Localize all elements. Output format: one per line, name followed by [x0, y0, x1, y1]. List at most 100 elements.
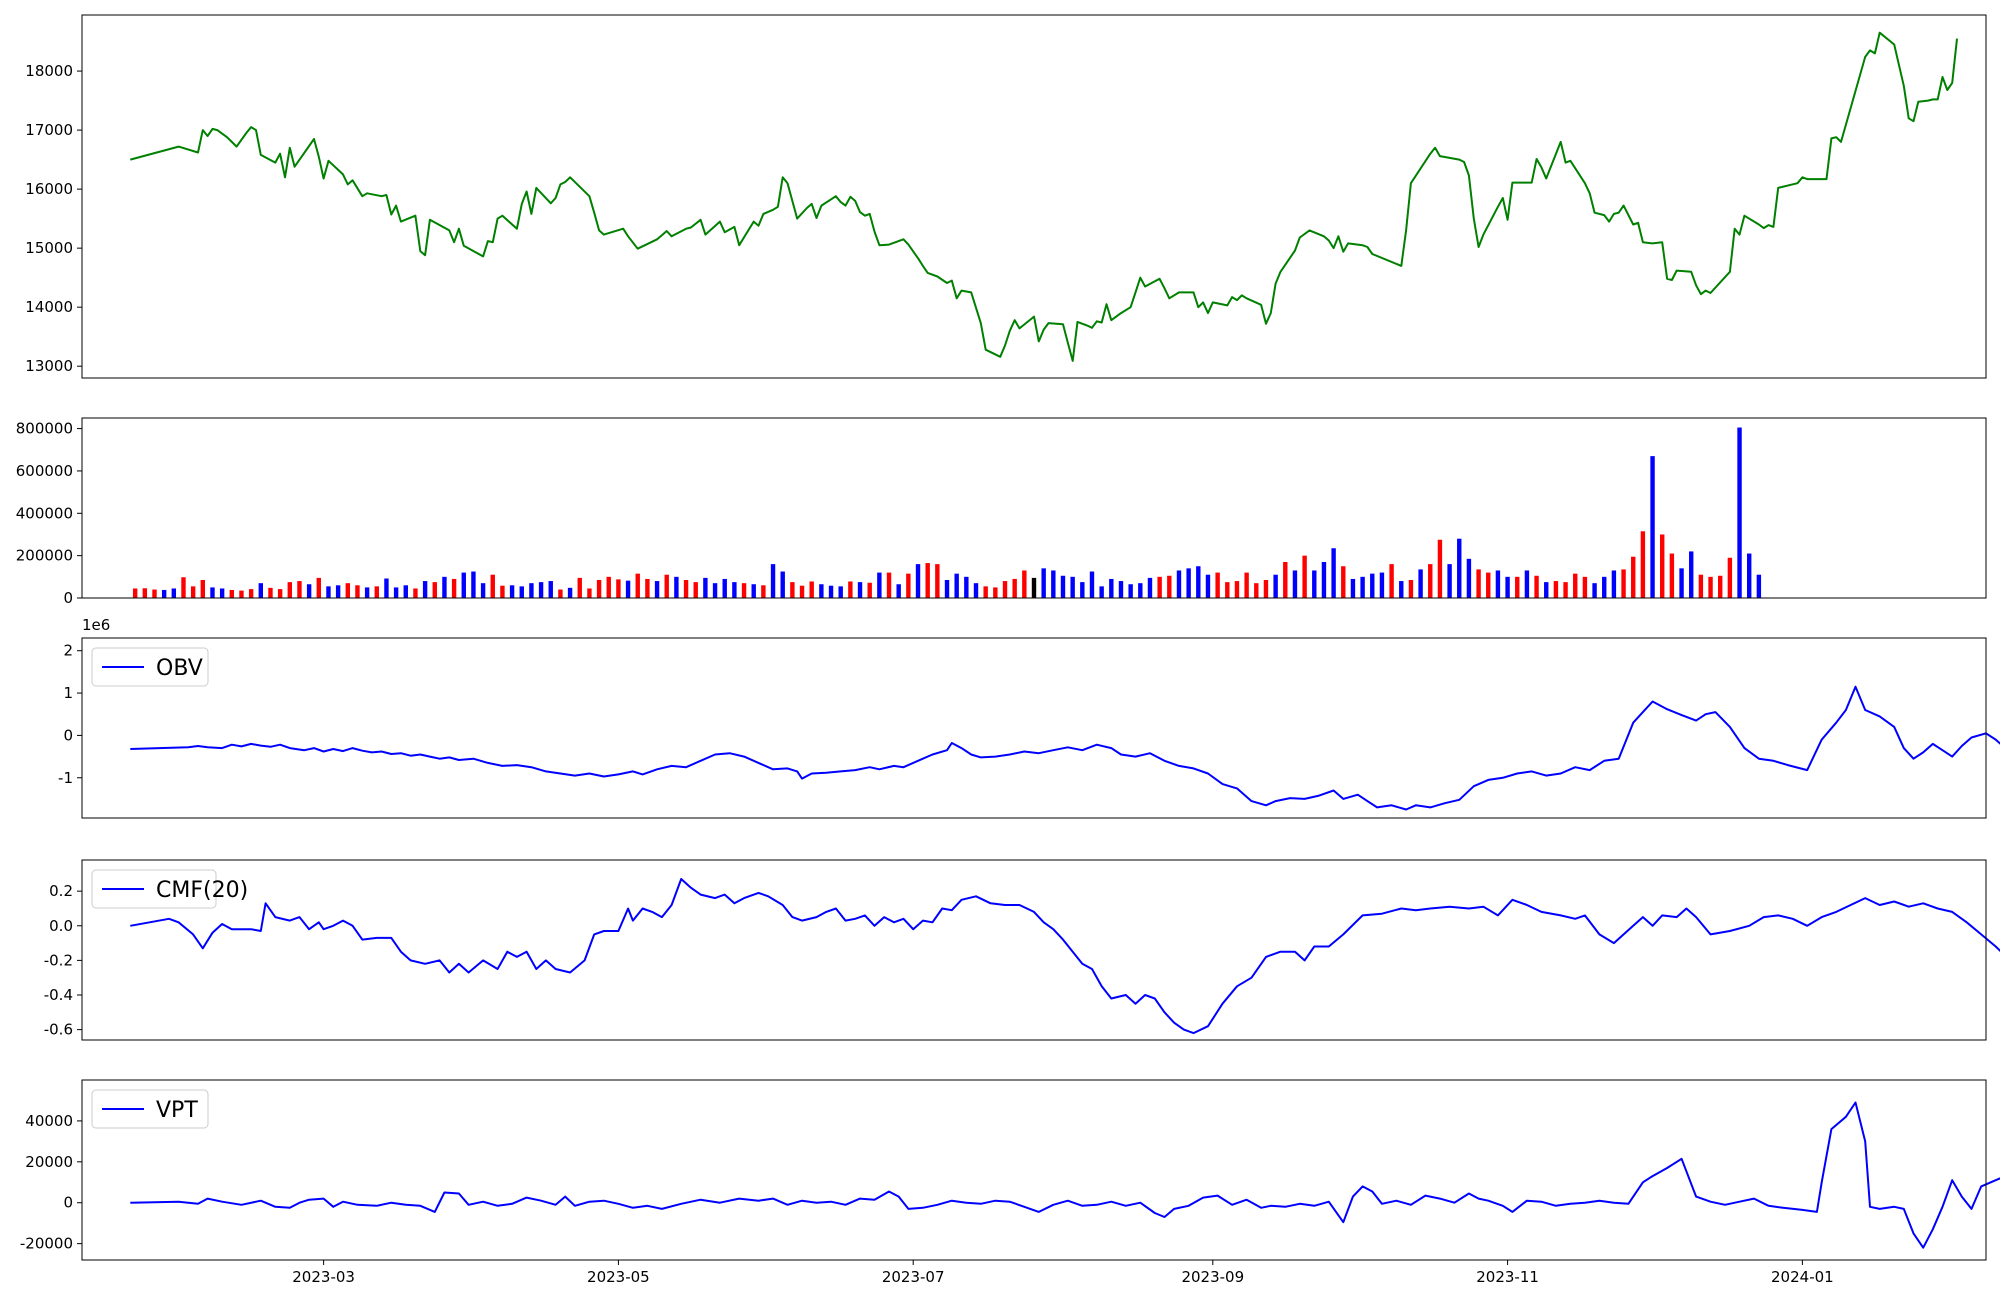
volume-bar	[442, 576, 447, 598]
volume-bar	[993, 587, 998, 598]
volume-bar	[1147, 577, 1153, 598]
volume-bar	[413, 588, 418, 598]
volume-bar	[229, 589, 235, 598]
volume-bar	[790, 582, 795, 598]
volume-bar	[973, 583, 979, 598]
vpt-legend-box	[91, 1089, 209, 1129]
volume-bar	[1660, 534, 1665, 598]
y-tick-label: 13000	[25, 357, 73, 375]
volume-bar	[1157, 576, 1162, 598]
volume-bar	[819, 584, 824, 598]
volume-bar	[152, 589, 157, 598]
volume-bar	[1360, 576, 1365, 598]
volume-bar	[1225, 582, 1230, 598]
volume-bar	[1099, 586, 1104, 598]
volume-bar	[964, 576, 969, 598]
volume-bar	[287, 582, 292, 598]
volume-bar	[1640, 531, 1646, 598]
volume-bar	[1389, 564, 1394, 598]
volume-bar	[1215, 572, 1220, 598]
volume-bar	[1167, 575, 1172, 598]
volume-bar	[886, 572, 892, 598]
volume-bar	[355, 585, 360, 598]
volume-bar	[1263, 580, 1269, 598]
volume-bar	[848, 581, 853, 598]
volume-bar	[219, 588, 225, 598]
y-tick-label: 0.0	[49, 917, 73, 935]
volume-bar	[200, 580, 206, 598]
volume-bar	[306, 584, 312, 598]
volume-bar	[1747, 553, 1752, 598]
x-axis: 2023-03 2023-05 2023-07 2023-09 2023-11 2024-…	[292, 1260, 1834, 1286]
volume-bar	[1331, 548, 1336, 598]
y-tick-label: 16000	[25, 180, 73, 198]
volume-bar	[161, 589, 167, 598]
volume-bar	[490, 574, 495, 598]
volume-bar	[693, 582, 698, 598]
volume-bar	[616, 579, 621, 598]
y-tick-label: -20000	[20, 1235, 73, 1253]
obv-legend-box	[91, 647, 209, 687]
volume-bar	[877, 572, 882, 598]
volume-bar	[944, 580, 950, 598]
volume-bar	[1534, 575, 1539, 598]
volume-bar	[1515, 576, 1520, 598]
volume-bar	[1428, 564, 1433, 598]
volume-bar	[1582, 576, 1588, 598]
volume-bar	[1089, 571, 1095, 598]
volume-bar	[838, 586, 843, 598]
volume-bar	[1312, 570, 1317, 598]
volume-bar	[635, 573, 640, 598]
obv-legend-label: OBV	[156, 656, 203, 681]
volume-bar	[896, 584, 901, 598]
volume-bar	[1650, 456, 1655, 598]
volume-bar	[364, 587, 370, 598]
volume-bar	[1457, 538, 1462, 598]
price-series-line	[130, 31, 1958, 362]
volume-bar	[1505, 576, 1510, 598]
volume-bar	[509, 585, 515, 598]
vpt-axes-frame	[81, 1079, 1987, 1261]
volume-bar	[1708, 576, 1713, 598]
y-tick-label: -0.4	[44, 986, 73, 1004]
volume-bar	[1244, 572, 1249, 598]
obv-series-line	[130, 685, 2000, 811]
cmf-axes-frame	[81, 859, 1987, 1041]
volume-bar	[674, 576, 679, 598]
cmf-series-line	[130, 878, 2000, 1035]
volume-bar	[1302, 555, 1307, 598]
volume-bar	[335, 585, 341, 598]
volume-bar	[1698, 574, 1704, 598]
volume-bar	[1418, 569, 1423, 598]
volume-bar	[1080, 582, 1085, 598]
y-tick-label: 0.2	[49, 882, 73, 900]
volume-bar	[1283, 562, 1288, 598]
volume-bar	[548, 581, 553, 598]
volume-bar	[799, 585, 805, 598]
volume-bar	[1012, 578, 1017, 598]
y-tick-label: 1	[63, 684, 73, 702]
volume-bar	[1109, 578, 1114, 598]
y-tick-label: 0	[63, 726, 73, 744]
volume-bar	[712, 583, 718, 598]
obv-panel: -1 0 1 2 1e6 OBV	[58, 616, 2000, 819]
volume-bar	[664, 574, 669, 598]
volume-bar	[277, 589, 283, 598]
volume-bar	[1466, 558, 1472, 598]
volume-bar	[596, 580, 602, 598]
volume-bar	[722, 578, 727, 598]
volume-bar	[181, 577, 186, 598]
volume-bar	[1437, 539, 1443, 598]
y-tick-label: 0	[63, 589, 73, 607]
y-tick-label: -0.6	[44, 1021, 73, 1039]
volume-bar	[132, 588, 138, 598]
volume-bar	[761, 585, 766, 598]
volume-bar	[1737, 427, 1742, 598]
volume-bar	[935, 564, 940, 598]
vpt-legend-label: VPT	[156, 1098, 198, 1123]
x-tick-label: 2023-07	[882, 1268, 945, 1286]
volume-bar	[1022, 570, 1027, 598]
volume-bar	[1602, 576, 1607, 598]
volume-bar	[683, 580, 689, 598]
